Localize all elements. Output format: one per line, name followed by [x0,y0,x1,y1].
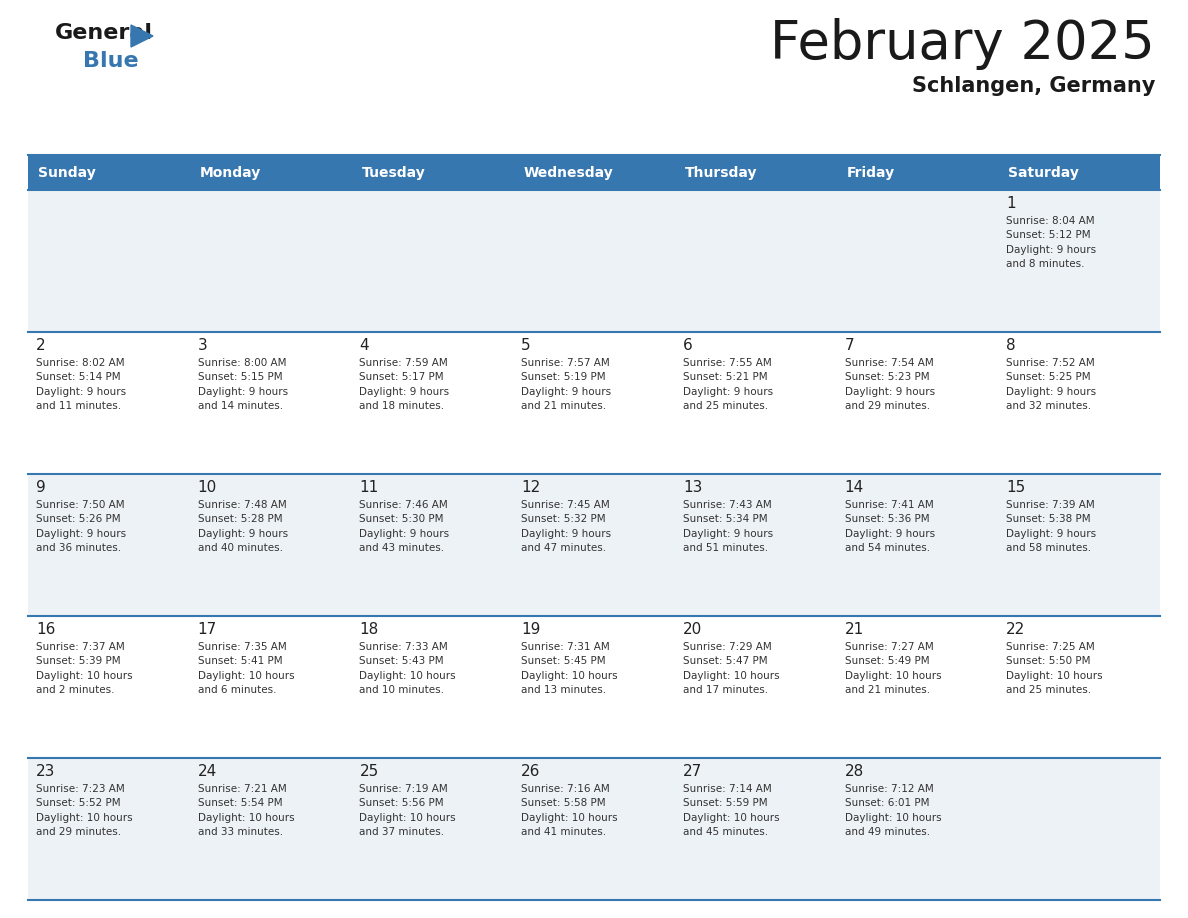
Text: 2: 2 [36,338,45,353]
Text: 10: 10 [197,480,217,495]
Text: 15: 15 [1006,480,1025,495]
Text: Tuesday: Tuesday [361,165,425,180]
Text: 25: 25 [360,764,379,779]
Text: Sunrise: 8:00 AM
Sunset: 5:15 PM
Daylight: 9 hours
and 14 minutes.: Sunrise: 8:00 AM Sunset: 5:15 PM Dayligh… [197,358,287,411]
Text: 5: 5 [522,338,531,353]
Text: Sunrise: 7:25 AM
Sunset: 5:50 PM
Daylight: 10 hours
and 25 minutes.: Sunrise: 7:25 AM Sunset: 5:50 PM Dayligh… [1006,642,1102,695]
Text: Sunrise: 8:02 AM
Sunset: 5:14 PM
Daylight: 9 hours
and 11 minutes.: Sunrise: 8:02 AM Sunset: 5:14 PM Dayligh… [36,358,126,411]
Text: Friday: Friday [847,165,895,180]
Text: February 2025: February 2025 [770,18,1155,70]
Text: 7: 7 [845,338,854,353]
Text: Sunrise: 7:35 AM
Sunset: 5:41 PM
Daylight: 10 hours
and 6 minutes.: Sunrise: 7:35 AM Sunset: 5:41 PM Dayligh… [197,642,295,695]
Text: Sunrise: 7:59 AM
Sunset: 5:17 PM
Daylight: 9 hours
and 18 minutes.: Sunrise: 7:59 AM Sunset: 5:17 PM Dayligh… [360,358,449,411]
Text: 19: 19 [522,622,541,637]
Text: 8: 8 [1006,338,1016,353]
Text: 22: 22 [1006,622,1025,637]
Text: Sunrise: 7:46 AM
Sunset: 5:30 PM
Daylight: 9 hours
and 43 minutes.: Sunrise: 7:46 AM Sunset: 5:30 PM Dayligh… [360,500,449,554]
Text: Sunrise: 7:29 AM
Sunset: 5:47 PM
Daylight: 10 hours
and 17 minutes.: Sunrise: 7:29 AM Sunset: 5:47 PM Dayligh… [683,642,779,695]
Text: 24: 24 [197,764,217,779]
Text: General: General [55,23,153,43]
Text: 9: 9 [36,480,46,495]
Text: 21: 21 [845,622,864,637]
Text: 4: 4 [360,338,369,353]
Text: 20: 20 [683,622,702,637]
Bar [29,332,1159,474]
Text: 23: 23 [36,764,56,779]
Text: Thursday: Thursday [684,165,758,180]
Bar [29,758,1159,900]
Text: Schlangen, Germany: Schlangen, Germany [911,76,1155,96]
Text: Monday: Monday [200,165,261,180]
Text: Sunrise: 7:16 AM
Sunset: 5:58 PM
Daylight: 10 hours
and 41 minutes.: Sunrise: 7:16 AM Sunset: 5:58 PM Dayligh… [522,784,618,837]
Text: 28: 28 [845,764,864,779]
Text: 1: 1 [1006,196,1016,211]
Text: Sunrise: 7:37 AM
Sunset: 5:39 PM
Daylight: 10 hours
and 2 minutes.: Sunrise: 7:37 AM Sunset: 5:39 PM Dayligh… [36,642,133,695]
Text: Sunrise: 7:19 AM
Sunset: 5:56 PM
Daylight: 10 hours
and 37 minutes.: Sunrise: 7:19 AM Sunset: 5:56 PM Dayligh… [360,784,456,837]
Text: Blue: Blue [83,51,139,71]
Bar [29,190,1159,332]
Text: Sunrise: 7:43 AM
Sunset: 5:34 PM
Daylight: 9 hours
and 51 minutes.: Sunrise: 7:43 AM Sunset: 5:34 PM Dayligh… [683,500,773,554]
Text: 13: 13 [683,480,702,495]
Text: Sunday: Sunday [38,165,96,180]
Text: Sunrise: 7:55 AM
Sunset: 5:21 PM
Daylight: 9 hours
and 25 minutes.: Sunrise: 7:55 AM Sunset: 5:21 PM Dayligh… [683,358,773,411]
Text: Sunrise: 7:48 AM
Sunset: 5:28 PM
Daylight: 9 hours
and 40 minutes.: Sunrise: 7:48 AM Sunset: 5:28 PM Dayligh… [197,500,287,554]
Text: Sunrise: 7:50 AM
Sunset: 5:26 PM
Daylight: 9 hours
and 36 minutes.: Sunrise: 7:50 AM Sunset: 5:26 PM Dayligh… [36,500,126,554]
Text: Wednesday: Wednesday [523,165,613,180]
Text: 17: 17 [197,622,217,637]
Text: 3: 3 [197,338,208,353]
Text: Sunrise: 7:45 AM
Sunset: 5:32 PM
Daylight: 9 hours
and 47 minutes.: Sunrise: 7:45 AM Sunset: 5:32 PM Dayligh… [522,500,612,554]
Text: 27: 27 [683,764,702,779]
Text: Sunrise: 8:04 AM
Sunset: 5:12 PM
Daylight: 9 hours
and 8 minutes.: Sunrise: 8:04 AM Sunset: 5:12 PM Dayligh… [1006,216,1097,269]
Text: 12: 12 [522,480,541,495]
Bar [29,474,1159,616]
Bar [29,155,1159,190]
Text: Sunrise: 7:41 AM
Sunset: 5:36 PM
Daylight: 9 hours
and 54 minutes.: Sunrise: 7:41 AM Sunset: 5:36 PM Dayligh… [845,500,935,554]
Text: 6: 6 [683,338,693,353]
Text: Sunrise: 7:23 AM
Sunset: 5:52 PM
Daylight: 10 hours
and 29 minutes.: Sunrise: 7:23 AM Sunset: 5:52 PM Dayligh… [36,784,133,837]
Text: Sunrise: 7:31 AM
Sunset: 5:45 PM
Daylight: 10 hours
and 13 minutes.: Sunrise: 7:31 AM Sunset: 5:45 PM Dayligh… [522,642,618,695]
Text: Sunrise: 7:52 AM
Sunset: 5:25 PM
Daylight: 9 hours
and 32 minutes.: Sunrise: 7:52 AM Sunset: 5:25 PM Dayligh… [1006,358,1097,411]
Text: Saturday: Saturday [1009,165,1079,180]
Text: Sunrise: 7:33 AM
Sunset: 5:43 PM
Daylight: 10 hours
and 10 minutes.: Sunrise: 7:33 AM Sunset: 5:43 PM Dayligh… [360,642,456,695]
Polygon shape [131,25,153,47]
Text: 16: 16 [36,622,56,637]
Text: 11: 11 [360,480,379,495]
Text: Sunrise: 7:27 AM
Sunset: 5:49 PM
Daylight: 10 hours
and 21 minutes.: Sunrise: 7:27 AM Sunset: 5:49 PM Dayligh… [845,642,941,695]
Text: Sunrise: 7:14 AM
Sunset: 5:59 PM
Daylight: 10 hours
and 45 minutes.: Sunrise: 7:14 AM Sunset: 5:59 PM Dayligh… [683,784,779,837]
Text: Sunrise: 7:39 AM
Sunset: 5:38 PM
Daylight: 9 hours
and 58 minutes.: Sunrise: 7:39 AM Sunset: 5:38 PM Dayligh… [1006,500,1097,554]
Bar [29,616,1159,758]
Text: 26: 26 [522,764,541,779]
Text: Sunrise: 7:12 AM
Sunset: 6:01 PM
Daylight: 10 hours
and 49 minutes.: Sunrise: 7:12 AM Sunset: 6:01 PM Dayligh… [845,784,941,837]
Text: Sunrise: 7:21 AM
Sunset: 5:54 PM
Daylight: 10 hours
and 33 minutes.: Sunrise: 7:21 AM Sunset: 5:54 PM Dayligh… [197,784,295,837]
Text: Sunrise: 7:57 AM
Sunset: 5:19 PM
Daylight: 9 hours
and 21 minutes.: Sunrise: 7:57 AM Sunset: 5:19 PM Dayligh… [522,358,612,411]
Text: Sunrise: 7:54 AM
Sunset: 5:23 PM
Daylight: 9 hours
and 29 minutes.: Sunrise: 7:54 AM Sunset: 5:23 PM Dayligh… [845,358,935,411]
Text: 14: 14 [845,480,864,495]
Text: 18: 18 [360,622,379,637]
